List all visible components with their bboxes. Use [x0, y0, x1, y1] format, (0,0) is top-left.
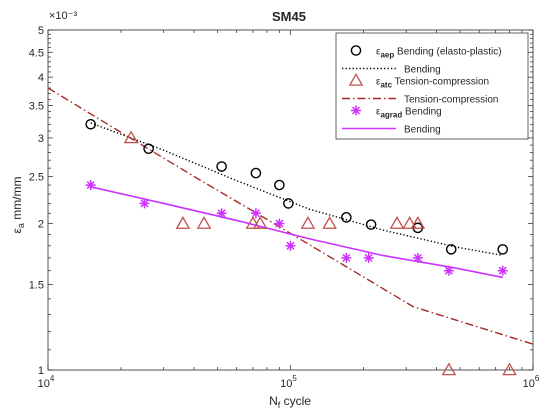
chart-title: SM45: [272, 9, 306, 24]
circle-marker: [250, 167, 262, 179]
series-points-2: [123, 130, 517, 376]
x-axis-label: Nf cycle: [269, 394, 311, 410]
legend-box: [335, 32, 529, 140]
asterisk-marker: [363, 252, 374, 263]
x-axis-label-symbol: N: [269, 394, 278, 408]
asterisk-marker: [274, 218, 285, 229]
y-axis-label: εa mm/mm: [10, 176, 26, 233]
y-tick-label: 5: [38, 25, 44, 37]
x-axis-label-unit: cycle: [280, 394, 311, 408]
asterisk-marker: [85, 180, 96, 191]
triangle-marker: [175, 216, 191, 229]
circle-marker: [274, 179, 285, 191]
legend-circle-marker: [350, 45, 362, 56]
triangle-marker: [300, 216, 316, 229]
legend-label-2: εatc Tension-compression: [376, 77, 489, 90]
asterisk-marker: [216, 208, 227, 219]
triangle-marker: [196, 216, 212, 229]
circle-marker: [497, 244, 509, 255]
y-tick-label: 4: [38, 72, 44, 84]
y-tick-label: 3: [38, 133, 44, 145]
svg-text:εa mm/mm: εa mm/mm: [10, 176, 26, 233]
y-axis-label-symbol: ε: [10, 228, 24, 234]
y-tick-label: 4.5: [29, 47, 44, 59]
triangle-marker: [252, 216, 268, 229]
y-axis-label-unit: mm/mm: [10, 176, 24, 223]
circle-marker: [216, 161, 227, 172]
y-axis-multiplier: ×10⁻³: [49, 10, 77, 22]
circle-marker: [283, 198, 294, 209]
asterisk-marker: [341, 252, 352, 263]
y-tick-label: 1: [38, 365, 44, 377]
asterisk-marker: [250, 208, 261, 219]
triangle-marker: [441, 362, 457, 376]
triangle-marker: [123, 130, 139, 144]
triangle-marker: [245, 216, 261, 229]
circle-marker: [143, 143, 154, 155]
y-tick-label: 2: [38, 219, 44, 231]
triangle-marker: [410, 216, 426, 229]
circle-marker: [341, 212, 352, 223]
y-tick-label: 1.5: [29, 279, 44, 291]
svg-text:Nf cycle: Nf cycle: [269, 394, 311, 410]
triangle-marker: [502, 362, 517, 376]
asterisk-marker: [443, 265, 454, 276]
series-line-5: [90, 186, 503, 279]
y-tick-label: 2.5: [29, 171, 44, 183]
triangle-marker: [322, 216, 337, 229]
y-tick-label: 3.5: [29, 100, 44, 112]
x-tick-label: 106: [523, 374, 540, 390]
x-axis-label-subscript: f: [278, 400, 281, 410]
asterisk-marker: [139, 198, 150, 209]
circle-marker: [365, 219, 377, 230]
x-tick-label: 104: [38, 374, 55, 390]
asterisk-marker: [497, 265, 508, 276]
x-tick-label: 105: [280, 374, 297, 390]
plot-area: 104 105 106 1 1.5 2 2.5 3 3.5 4 4.5 5: [29, 25, 540, 390]
legend-label-0: εaep Bending (elasto-plastic): [376, 47, 502, 60]
legend-label-4: εagrad Bending: [376, 107, 442, 120]
circle-marker: [85, 118, 97, 130]
asterisk-marker: [285, 240, 296, 251]
legend: εaep Bending (elasto-plastic)Bendingεatc…: [335, 32, 529, 140]
legend-label-1: Bending: [404, 65, 441, 76]
triangle-marker: [402, 216, 417, 229]
legend-label-5: Bending: [404, 125, 441, 136]
legend-triangle-marker: [348, 72, 364, 86]
triangle-marker: [389, 216, 405, 229]
series-points-4: [85, 180, 508, 276]
series-line-3: [48, 87, 533, 345]
legend-asterisk-marker: [351, 105, 361, 116]
y-axis-label-subscript: a: [16, 223, 26, 228]
legend-label-3: Tension-compression: [404, 95, 499, 106]
circle-marker: [445, 244, 457, 255]
asterisk-marker: [412, 252, 423, 263]
